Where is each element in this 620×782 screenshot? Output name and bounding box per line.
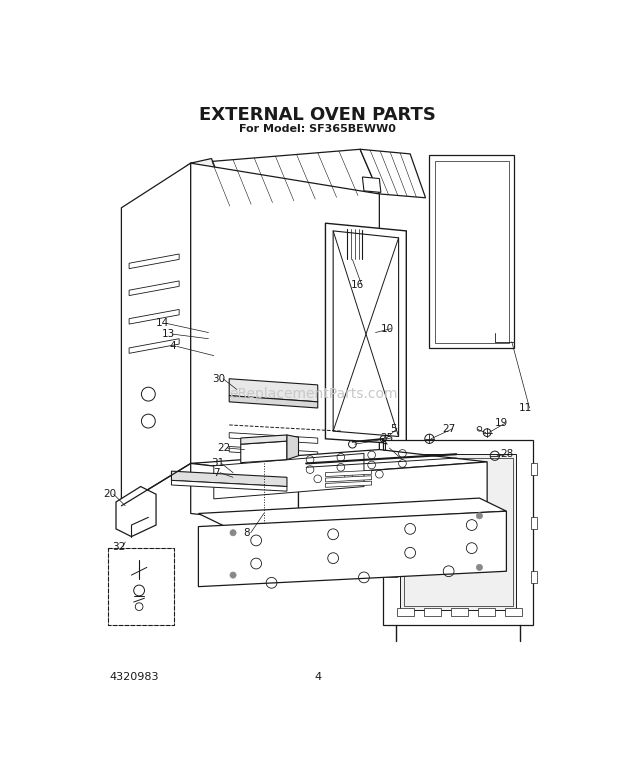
- Polygon shape: [347, 228, 363, 260]
- Polygon shape: [191, 450, 487, 475]
- Polygon shape: [229, 378, 317, 402]
- Text: 19: 19: [494, 418, 508, 429]
- Polygon shape: [129, 339, 179, 353]
- Text: 32: 32: [112, 542, 126, 551]
- Polygon shape: [164, 163, 208, 226]
- Polygon shape: [360, 149, 425, 198]
- Polygon shape: [198, 511, 507, 586]
- Text: 22: 22: [217, 443, 231, 453]
- Polygon shape: [531, 518, 537, 529]
- Polygon shape: [129, 254, 179, 269]
- Polygon shape: [191, 159, 229, 208]
- Text: 14: 14: [156, 318, 169, 328]
- Polygon shape: [400, 454, 516, 610]
- Polygon shape: [424, 608, 441, 616]
- Circle shape: [230, 572, 236, 578]
- Polygon shape: [326, 470, 371, 476]
- Polygon shape: [451, 608, 468, 616]
- Text: 8: 8: [244, 528, 250, 538]
- Text: 10: 10: [381, 324, 394, 334]
- Polygon shape: [172, 480, 287, 491]
- Polygon shape: [397, 608, 414, 616]
- Polygon shape: [531, 464, 537, 475]
- Polygon shape: [122, 163, 191, 506]
- Text: 4: 4: [170, 342, 176, 351]
- Text: 4320983: 4320983: [110, 673, 159, 683]
- Polygon shape: [172, 471, 287, 486]
- Text: EXTERNAL OVEN PARTS: EXTERNAL OVEN PARTS: [199, 106, 436, 124]
- Text: 31: 31: [211, 458, 224, 468]
- Text: 5: 5: [390, 424, 397, 434]
- Bar: [108, 548, 174, 625]
- Text: 25: 25: [381, 433, 394, 443]
- Polygon shape: [333, 231, 399, 436]
- Polygon shape: [116, 486, 156, 536]
- Polygon shape: [191, 163, 379, 464]
- Polygon shape: [505, 608, 522, 616]
- Text: 16: 16: [351, 280, 365, 290]
- Polygon shape: [129, 281, 179, 296]
- Polygon shape: [191, 464, 298, 525]
- Bar: [108, 548, 174, 625]
- Polygon shape: [214, 454, 364, 499]
- Text: 28: 28: [500, 449, 513, 459]
- Polygon shape: [386, 490, 397, 508]
- Polygon shape: [198, 498, 507, 526]
- Polygon shape: [326, 481, 371, 487]
- Text: 13: 13: [162, 329, 175, 339]
- Polygon shape: [326, 475, 371, 482]
- Polygon shape: [241, 441, 287, 463]
- Polygon shape: [229, 432, 317, 443]
- Polygon shape: [383, 440, 533, 625]
- Polygon shape: [363, 177, 381, 192]
- Text: 7: 7: [213, 468, 219, 478]
- Polygon shape: [287, 435, 298, 460]
- Circle shape: [476, 513, 482, 519]
- Polygon shape: [386, 560, 397, 576]
- Text: 20: 20: [104, 490, 117, 499]
- Polygon shape: [478, 608, 495, 616]
- Polygon shape: [191, 149, 379, 208]
- Text: 11: 11: [519, 403, 533, 413]
- Polygon shape: [386, 456, 397, 472]
- Polygon shape: [229, 447, 317, 457]
- Text: 30: 30: [213, 374, 226, 384]
- Polygon shape: [229, 396, 317, 408]
- Polygon shape: [430, 156, 514, 348]
- Polygon shape: [386, 525, 397, 542]
- Polygon shape: [298, 462, 487, 526]
- Text: 27: 27: [442, 424, 455, 434]
- Polygon shape: [531, 571, 537, 583]
- Text: eReplacementParts.com: eReplacementParts.com: [229, 387, 398, 401]
- Text: For Model: SF365BEWW0: For Model: SF365BEWW0: [239, 124, 396, 135]
- Text: 4: 4: [314, 673, 321, 683]
- Circle shape: [230, 529, 236, 536]
- Polygon shape: [129, 310, 179, 324]
- Polygon shape: [326, 223, 406, 444]
- Text: 1: 1: [382, 443, 389, 453]
- Polygon shape: [241, 435, 287, 444]
- Circle shape: [476, 565, 482, 571]
